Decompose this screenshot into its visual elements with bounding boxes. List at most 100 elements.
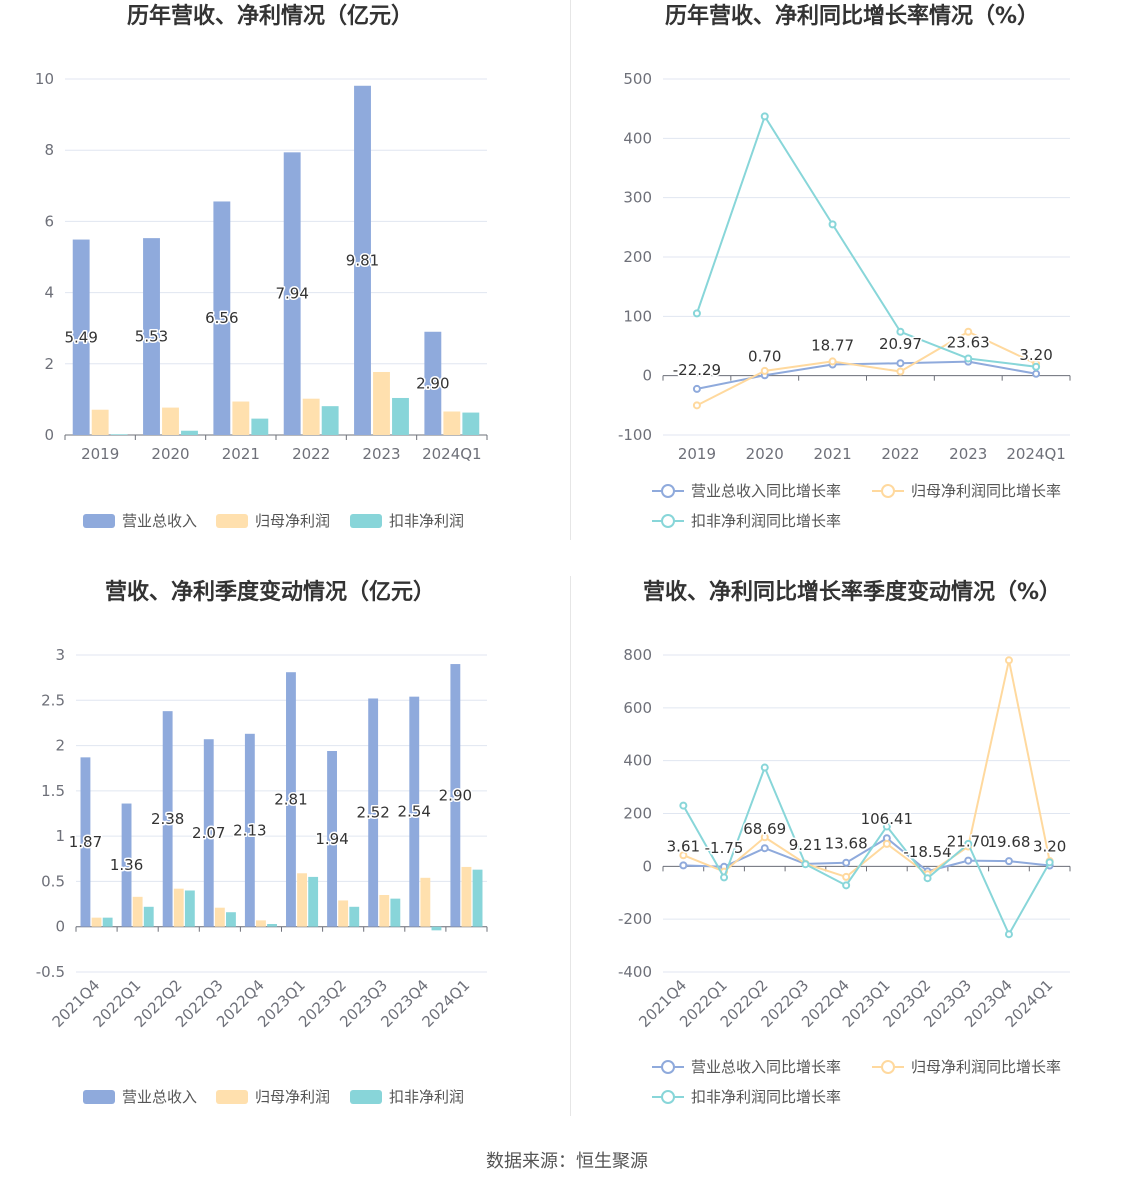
data-point[interactable] [1004,857,1013,866]
bar[interactable] [267,923,277,927]
legend-item[interactable]: 营业总收入同比增长率 [652,1058,841,1076]
data-point[interactable] [896,327,905,336]
legend-item[interactable]: 归母净利润同比增长率 [872,482,1061,500]
data-label: 2.90 [416,374,449,392]
bar[interactable] [443,411,461,435]
data-point[interactable] [1032,369,1041,378]
data-point[interactable] [1032,362,1041,371]
bar[interactable] [424,331,442,435]
bar[interactable] [338,900,349,927]
bar[interactable] [462,412,480,435]
bar[interactable] [308,876,319,927]
data-point[interactable] [1004,930,1013,939]
data-point[interactable] [964,839,973,848]
data-point[interactable] [882,822,891,831]
bar[interactable] [121,803,132,927]
bar[interactable] [472,869,483,927]
legend-item[interactable]: 营业总收入 [83,1088,197,1106]
bar[interactable] [368,698,379,927]
data-point[interactable] [842,858,851,867]
bar[interactable] [349,906,360,927]
bar[interactable] [283,152,301,435]
bar[interactable] [91,409,109,435]
bar[interactable] [110,434,128,435]
legend-item[interactable]: 扣非净利润 [350,512,464,530]
data-point[interactable] [760,844,769,853]
legend-item[interactable]: 扣非净利润同比增长率 [652,512,841,530]
bar[interactable] [431,926,442,931]
bar[interactable] [379,895,390,927]
bar[interactable] [143,238,160,435]
legend-item[interactable]: 营业总收入同比增长率 [652,482,841,500]
data-point[interactable] [801,860,810,869]
bar[interactable] [327,751,337,927]
bar[interactable] [132,896,143,927]
bar[interactable] [226,912,236,927]
data-point[interactable] [842,872,851,881]
bar[interactable] [162,407,179,435]
bar[interactable] [244,733,255,927]
data-label: 2.07 [192,824,225,842]
bar[interactable] [392,397,409,435]
data-point[interactable] [964,856,973,865]
bar[interactable] [390,898,401,927]
data-point[interactable] [896,367,905,376]
bar[interactable] [91,917,102,927]
data-point[interactable] [760,112,769,121]
data-point[interactable] [1004,656,1013,665]
bar[interactable] [184,890,195,927]
bar[interactable] [450,664,461,927]
bar[interactable] [302,398,320,435]
data-point[interactable] [828,357,837,366]
bar[interactable] [213,201,231,435]
bar[interactable] [373,371,390,435]
bar[interactable] [72,239,90,435]
y-tick-label: 2.5 [41,691,65,709]
legend-item[interactable]: 归母净利润同比增长率 [872,1058,1061,1076]
bar[interactable] [256,920,266,927]
legend-item[interactable]: 扣非净利润同比增长率 [652,1088,841,1106]
data-point[interactable] [720,873,729,882]
bar[interactable] [214,907,225,927]
data-point[interactable] [923,874,932,883]
bar[interactable] [354,85,371,435]
data-point[interactable] [692,384,701,393]
data-point[interactable] [964,327,973,336]
data-point[interactable] [828,220,837,229]
x-tick-label: 2023 [362,445,400,463]
bar[interactable] [420,877,431,927]
data-point[interactable] [760,366,769,375]
legend-item[interactable]: 营业总收入 [83,512,197,530]
data-point[interactable] [896,359,905,368]
bar[interactable] [409,696,420,927]
bar[interactable] [286,672,296,927]
data-point[interactable] [679,851,688,860]
bar[interactable] [203,739,214,927]
bar[interactable] [461,866,472,927]
data-point[interactable] [760,833,769,842]
y-tick-label: 0 [44,426,54,444]
legend-item[interactable]: 归母净利润 [216,512,330,530]
data-point[interactable] [842,881,851,890]
data-point[interactable] [964,354,973,363]
data-point[interactable] [679,801,688,810]
data-point[interactable] [692,401,701,410]
data-point[interactable] [692,309,701,318]
bar[interactable] [251,418,269,435]
bar[interactable] [102,917,113,927]
data-point[interactable] [760,763,769,772]
data-point[interactable] [679,861,688,870]
bar[interactable] [173,888,184,927]
data-point[interactable] [1045,858,1054,867]
legend-item[interactable]: 扣非净利润 [350,1088,464,1106]
bar[interactable] [297,873,307,927]
bar[interactable] [181,430,198,435]
data-point[interactable] [882,839,891,848]
bar[interactable] [232,401,250,435]
x-tick-label: 2024Q1 [1006,445,1066,463]
legend-item[interactable]: 归母净利润 [216,1088,330,1106]
bar[interactable] [143,906,154,927]
bar[interactable] [162,711,173,927]
bar[interactable] [80,757,91,927]
bar[interactable] [321,406,339,435]
